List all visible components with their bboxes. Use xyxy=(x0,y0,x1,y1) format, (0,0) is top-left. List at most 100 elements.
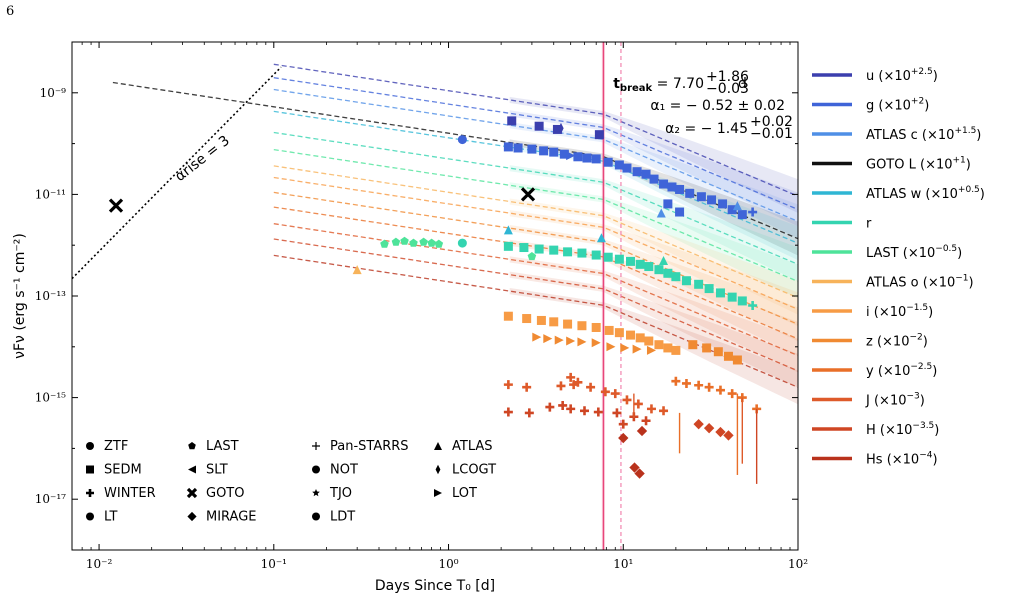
band-legend-label-1: g (×10+2) xyxy=(866,97,929,114)
point-5-18 xyxy=(704,284,714,294)
point-10-5 xyxy=(727,389,737,399)
point-13-3 xyxy=(636,425,648,437)
data-points xyxy=(108,116,762,484)
point-1-3 xyxy=(527,144,537,154)
instrument-marker-12 xyxy=(434,442,442,450)
point-7-0 xyxy=(352,265,362,275)
point-8-4 xyxy=(563,319,573,329)
break-time-lines xyxy=(601,42,622,550)
model-line-0 xyxy=(273,63,798,197)
instrument-label-14: LOT xyxy=(452,486,477,501)
point-5-21 xyxy=(737,296,747,306)
y-tick-label-1: 10⁻¹¹ xyxy=(35,187,66,201)
point-5-7 xyxy=(591,250,601,260)
instrument-marker-13 xyxy=(435,464,441,475)
point-0-4 xyxy=(594,130,604,140)
point-8-6 xyxy=(591,322,601,332)
point-10-3 xyxy=(704,382,714,392)
point-11-7 xyxy=(622,395,632,405)
point-10-2 xyxy=(694,380,704,390)
point-9-10 xyxy=(688,340,698,350)
point-5-11 xyxy=(635,259,645,269)
y-axis-label: νFν (erg s⁻¹ cm⁻²) xyxy=(12,233,28,359)
point-6-4 xyxy=(419,237,428,246)
instrument-marker-8 xyxy=(312,442,320,450)
instrument-marker-5 xyxy=(188,465,196,474)
alpha2-text: α₂ = − 1.45 xyxy=(665,121,748,137)
point-1-20 xyxy=(685,188,695,198)
point-5-6 xyxy=(577,248,587,258)
point-11-6 xyxy=(610,389,620,399)
point-12-13 xyxy=(715,426,726,438)
instrument-legend: ZTF SEDM WINTER LT LAST SLT GOTO MIRAGE Pan-STAR… xyxy=(86,439,496,525)
page-number: 6 xyxy=(6,4,15,19)
point-1-28 xyxy=(748,207,758,217)
point-9-14 xyxy=(732,355,742,365)
point-1-12 xyxy=(614,160,624,170)
point-6-0 xyxy=(380,239,389,248)
instrument-label-8: Pan-STARRS xyxy=(330,439,409,454)
point-11-9 xyxy=(646,404,656,414)
point-13-2 xyxy=(618,432,629,444)
point-11-5 xyxy=(600,387,610,397)
model-line-12 xyxy=(273,238,798,372)
point-8-7 xyxy=(604,325,614,335)
point-4-0 xyxy=(503,225,513,235)
x-tick-label-1: 10⁻¹ xyxy=(261,557,287,571)
point-12-1 xyxy=(524,408,534,418)
instrument-marker-3 xyxy=(86,512,94,521)
instrument-label-11: LDT xyxy=(330,510,355,525)
point-1-21 xyxy=(696,192,706,202)
point-1-27 xyxy=(663,199,673,209)
point-5-3 xyxy=(534,244,544,254)
point-12-8 xyxy=(618,419,628,429)
point-6-1 xyxy=(391,237,401,246)
band-legend-label-9: z (×10−2) xyxy=(866,333,928,350)
instrument-marker-10 xyxy=(312,489,320,497)
point-1-14 xyxy=(632,167,642,177)
point-11-10 xyxy=(659,406,669,416)
instrument-label-2: WINTER xyxy=(104,486,156,501)
point-9-4 xyxy=(577,337,587,347)
point-5-20 xyxy=(727,292,737,302)
point-12-12 xyxy=(703,423,715,434)
instrument-label-13: LCOGT xyxy=(452,463,496,478)
point-9-6 xyxy=(606,342,616,352)
point-5-0 xyxy=(457,238,467,248)
point-9-9 xyxy=(646,345,656,355)
point-8-5 xyxy=(577,321,587,331)
instrument-marker-0 xyxy=(86,442,94,450)
point-12-10 xyxy=(641,416,651,426)
tbreak-text: tbreak = 7.70 xyxy=(613,76,704,94)
point-8-9 xyxy=(625,330,635,340)
point-1-22 xyxy=(707,195,717,205)
point-1-19 xyxy=(675,184,685,194)
point-1-2 xyxy=(513,143,523,153)
instrument-label-3: LT xyxy=(104,510,117,525)
instrument-label-9: NOT xyxy=(330,463,358,478)
point-0-1 xyxy=(534,121,544,131)
instrument-label-0: ZTF xyxy=(104,439,128,454)
x-axis-label: Days Since T₀ [d] xyxy=(375,578,495,594)
point-1-26 xyxy=(675,207,685,217)
point-12-0 xyxy=(503,407,513,417)
instrument-marker-6 xyxy=(186,487,198,499)
point-5-23 xyxy=(659,255,669,265)
rise-line xyxy=(72,66,282,280)
point-9-1 xyxy=(543,334,553,344)
point-1-5 xyxy=(549,147,559,157)
instrument-marker-11 xyxy=(312,512,320,521)
point-5-16 xyxy=(681,276,691,286)
point-0-3 xyxy=(558,122,564,134)
point-9-5 xyxy=(591,338,601,348)
instrument-label-4: LAST xyxy=(206,439,239,454)
x-axis: 10⁻² 10⁻¹ 10⁰ 10¹ 10² xyxy=(71,42,808,571)
instrument-label-10: TJO xyxy=(329,486,352,501)
point-5-17 xyxy=(694,279,704,289)
point-6-3 xyxy=(409,238,418,247)
point-8-8 xyxy=(614,328,624,338)
instrument-label-7: MIRAGE xyxy=(206,510,257,525)
point-5-22 xyxy=(748,301,758,311)
band-legend-label-7: ATLAS o (×10−1) xyxy=(866,274,974,291)
point-1-10 xyxy=(591,154,601,164)
